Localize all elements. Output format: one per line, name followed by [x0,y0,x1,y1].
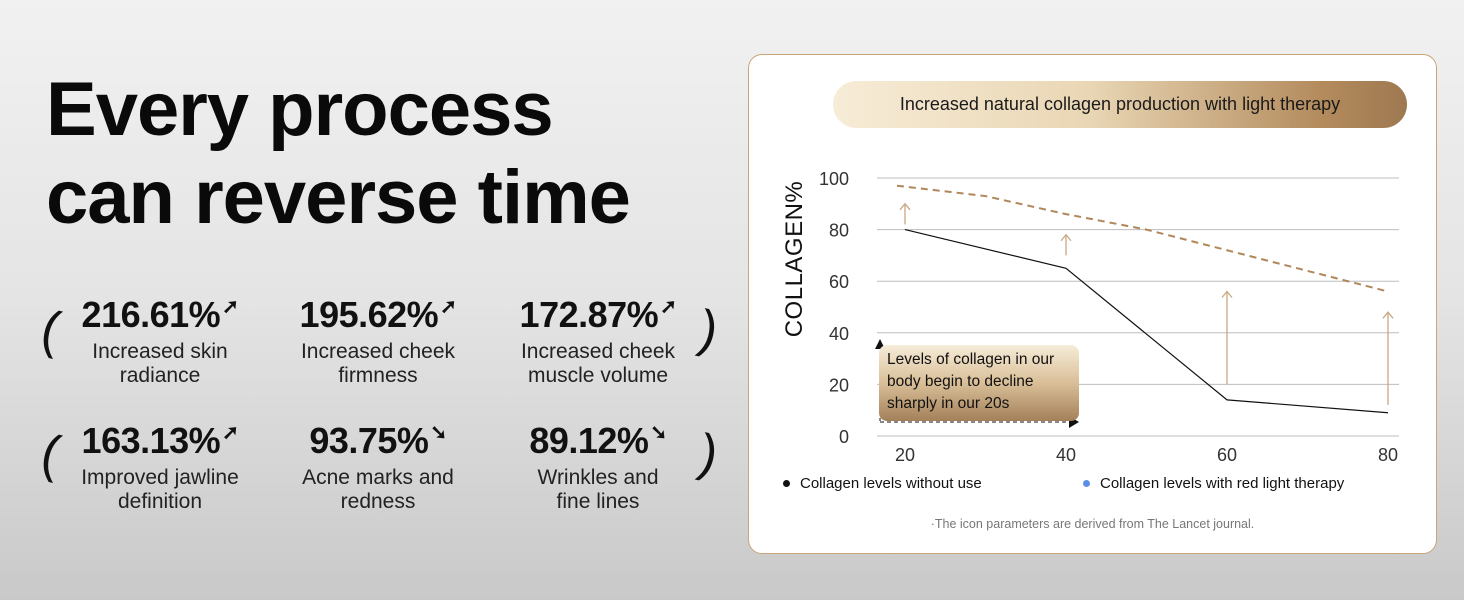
collagen-chart-card: Increased natural collagen production wi… [748,54,1437,554]
x-tick-label: 40 [1056,445,1076,465]
stat-value: 163.13% ➚ [81,420,239,461]
stat-value: 195.62% ➚ [299,294,457,335]
arrow-up-icon: ➚ [222,296,239,318]
legend-dot-black [783,480,790,487]
arrow-down-icon: ➘ [650,422,667,444]
stat-item: 195.62% ➚ Increased cheek firmness [268,296,488,388]
arrow-up-icon [899,202,911,211]
y-tick-label: 60 [829,272,849,292]
y-tick-label: 80 [829,221,849,241]
stat-item: 89.12% ➘ Wrinkles and fine lines [488,422,708,514]
footnote: ·The icon parameters are derived from Th… [930,517,1255,531]
arrow-up-icon: ➚ [660,296,677,318]
y-tick-label: 0 [839,427,849,447]
arrow-up-icon [1060,233,1072,242]
arrow-down-icon: ➘ [430,422,447,444]
stat-label: Increased skin radiance [92,340,228,387]
decline-annotation: Levels of collagen in our body begin to … [879,345,1079,421]
y-tick-label: 40 [829,324,849,344]
arrow-up-icon: ➚ [440,296,457,318]
headline-line-2: can reverse time [46,155,631,240]
headline-line-1: Every process [46,67,554,152]
stat-label: Improved jawline definition [81,466,239,513]
arrow-up-icon [1221,290,1233,298]
stat-value: 172.87% ➚ [519,294,677,335]
stat-label: Wrinkles and fine lines [537,466,659,513]
stat-item: 93.75% ➘ Acne marks and redness [268,422,488,514]
stat-value: 93.75% ➘ [309,420,447,461]
legend-item-red-light: Collagen levels with red light therapy [1083,475,1344,492]
y-tick-label: 20 [829,375,849,395]
legend-label: Collagen levels with red light therapy [1100,475,1345,492]
series-without-use-line [904,229,1389,414]
legend-label: Collagen levels without use [800,475,982,492]
x-tick-label: 60 [1217,445,1237,465]
x-tick-label: 20 [895,445,915,465]
stat-value: 216.61% ➚ [81,294,239,335]
legend-dot-blue [1083,480,1090,487]
arrow-up-icon [1382,311,1394,319]
y-tick-label: 100 [819,169,849,189]
stat-item: 216.61% ➚ Increased skin radiance [50,296,270,388]
stat-label: Acne marks and redness [302,466,454,513]
series-red-light-line [896,184,1389,293]
stat-item: 163.13% ➚ Improved jawline definition [50,422,270,514]
x-tick-label: 80 [1378,445,1398,465]
chart-title: Increased natural collagen production wi… [833,81,1407,128]
stat-label: Increased cheek firmness [300,340,456,387]
stat-value: 89.12% ➘ [529,420,667,461]
chart-plot: 0 20 40 60 80 100 20 40 60 80 [819,169,1399,465]
stat-item: 172.87% ➚ Increased cheek muscle volume [488,296,708,388]
stat-label: Increased cheek muscle volume [520,340,676,387]
legend-item-without-use: Collagen levels without use [783,475,982,492]
arrow-up-icon: ➚ [222,422,239,444]
headline: Every process can reverse time [46,66,631,242]
